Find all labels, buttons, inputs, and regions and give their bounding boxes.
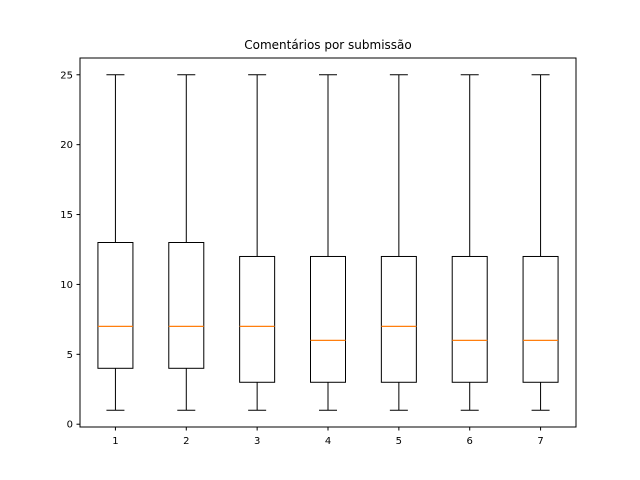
y-tick-label-15: 15 [60,210,73,221]
y-tick-label-10: 10 [60,280,73,291]
x-tick-label-1: 1 [112,436,118,447]
chart-title: Comentários por submissão [244,38,412,52]
x-tick-label-3: 3 [254,436,260,447]
x-tick-label-7: 7 [537,436,543,447]
box-3-iqr-box [239,255,276,383]
y-tick-label-25: 25 [60,70,73,81]
plot-area: 0 5 10 15 20 25 1 2 3 4 5 6 7 [60,57,577,447]
box-5-iqr-box [380,255,417,383]
x-tick-label-5: 5 [396,436,402,447]
box-4-iqr-box [310,255,346,383]
x-tick-label-6: 6 [467,436,473,447]
x-tick-label-4: 4 [325,436,331,447]
box-6-iqr-box [451,255,488,383]
box-7-iqr-box [522,255,559,383]
box-1-iqr-box [97,242,134,369]
y-tick-label-5: 5 [67,350,73,361]
y-tick-label-20: 20 [60,140,73,151]
y-tick-label-0: 0 [67,420,73,431]
x-tick-label-2: 2 [183,436,189,447]
box-2-iqr-box [168,242,205,369]
